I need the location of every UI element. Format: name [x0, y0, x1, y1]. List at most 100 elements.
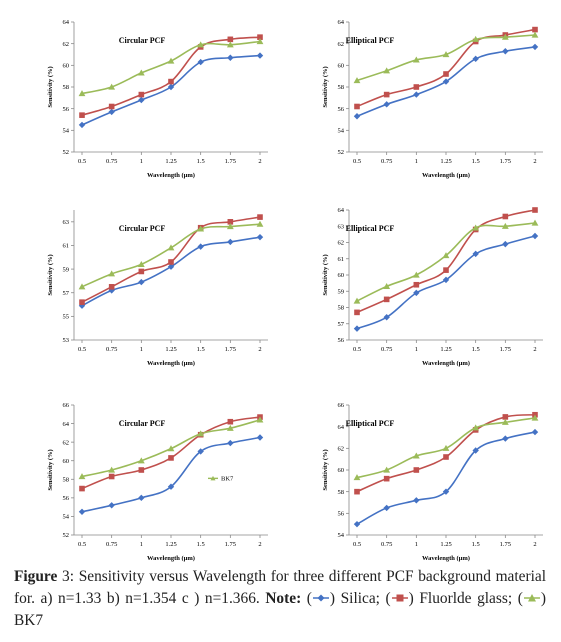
y-tick-label: 54 [63, 128, 70, 135]
y-tick-label: 60 [338, 272, 345, 279]
x-tick-label: 1.75 [225, 158, 236, 165]
data-point-fluoride [138, 467, 145, 473]
data-point-bk7 [531, 219, 539, 226]
data-point-fluoride [108, 473, 115, 480]
data-point-silica [383, 101, 390, 108]
note-label: Note: [265, 590, 302, 607]
data-point-silica [167, 83, 175, 91]
y-tick-label: 62 [63, 41, 70, 48]
data-point-bk7 [501, 418, 509, 425]
paren-open-fluoride: ( [385, 590, 391, 607]
x-tick-label: 1.75 [500, 541, 511, 548]
data-point-fluoride [138, 91, 145, 98]
y-tick-label: 55 [63, 314, 70, 321]
x-tick-label: 1.75 [225, 346, 236, 353]
data-point-silica [227, 238, 234, 246]
data-point-fluoride [354, 488, 360, 495]
data-point-silica [531, 43, 539, 51]
data-point-silica [413, 91, 420, 98]
data-point-bk7 [167, 57, 175, 64]
chart-panel-2: 52 54 56 58 60 62 64 0.5 0.75 1 1.25 1.5 1.75 2 Ellipt… [285, 12, 555, 192]
x-tick-label: 0.75 [106, 346, 117, 353]
chart-title: Circular PCF [119, 419, 166, 428]
data-point-fluoride [108, 284, 115, 290]
chart-title: Circular PCF [119, 224, 166, 233]
x-tick-label: 0.75 [381, 541, 392, 548]
y-tick-label: 60 [338, 467, 345, 474]
data-point-silica [442, 276, 450, 284]
data-point-bk7 [383, 282, 391, 289]
legend-fragment-marker [210, 475, 216, 481]
chart-svg: 52 54 56 58 60 62 64 0.5 0.75 1 1.25 1.5 1.75 2 Ellipt… [322, 19, 543, 179]
x-tick-label: 0.5 [353, 541, 361, 548]
data-point-fluoride [108, 103, 115, 110]
data-point-silica [167, 483, 175, 490]
y-tick-label: 52 [63, 532, 70, 539]
chart-svg: 52 54 56 58 60 62 64 0.5 0.75 1 1.25 1.5 1.75 2 Circul… [47, 19, 268, 179]
chart-title: Circular PCF [119, 36, 166, 45]
data-point-bk7 [197, 225, 205, 232]
data-point-silica [502, 435, 509, 442]
paren-close-silica: ) [329, 590, 336, 607]
x-tick-label: 0.75 [106, 158, 117, 165]
chart-panel-1: 52 54 56 58 60 62 64 0.5 0.75 1 1.25 1.5 1.75 2 Circul… [10, 12, 280, 192]
data-point-silica [256, 434, 264, 441]
y-tick-label: 53 [63, 337, 70, 344]
x-tick-label: 1.75 [500, 346, 511, 353]
y-tick-label: 66 [63, 402, 70, 409]
y-tick-label: 64 [63, 19, 70, 26]
y-tick-label: 56 [63, 106, 70, 113]
data-point-fluoride [257, 34, 263, 40]
data-point-bk7 [353, 297, 361, 304]
data-point-silica [472, 447, 479, 454]
data-point-silica [502, 48, 509, 55]
x-tick-label: 1 [415, 541, 418, 548]
data-point-fluoride [79, 112, 85, 118]
y-tick-label: 63 [63, 219, 70, 226]
data-point-silica [256, 233, 264, 241]
data-point-fluoride [532, 207, 538, 213]
y-tick-label: 63 [338, 223, 345, 230]
data-point-fluoride [168, 455, 174, 461]
chart-panel-4: 56 57 58 59 60 61 62 63 64 0.5 0.75 1 1.25 1.5 1.75 2 El… [285, 200, 555, 380]
series-line-fluoride [81, 36, 261, 116]
y-tick-label: 54 [338, 128, 345, 135]
x-tick-label: 1.5 [197, 346, 205, 353]
data-point-bk7 [256, 38, 264, 45]
data-point-bk7 [226, 223, 234, 230]
data-point-silica [78, 508, 86, 515]
data-point-bk7 [412, 452, 420, 459]
data-point-fluoride [168, 78, 174, 85]
paren-open-bk7: ( [517, 590, 523, 607]
data-point-silica [256, 52, 264, 59]
data-point-silica [472, 55, 479, 63]
data-point-bk7 [442, 51, 450, 58]
x-tick-label: 1.25 [165, 346, 176, 353]
x-tick-label: 0.75 [381, 158, 392, 165]
y-tick-label: 58 [63, 84, 70, 91]
y-tick-label: 62 [63, 439, 70, 446]
data-point-bk7 [256, 220, 264, 227]
data-point-silica [167, 263, 175, 270]
data-point-bk7 [137, 69, 145, 76]
legend-fragment-label: BK7 [221, 475, 234, 482]
chart-panel-6: 54 56 58 60 62 64 66 0.5 0.75 1 1.25 1.5 1.75 2 Ellipt… [285, 395, 555, 575]
x-tick-label: 1.5 [472, 346, 480, 353]
data-point-silica [353, 520, 361, 528]
data-point-bk7 [412, 271, 420, 278]
data-point-bk7 [442, 444, 450, 451]
x-tick-label: 1 [140, 158, 143, 165]
data-point-silica [197, 243, 204, 250]
chart-svg: 56 57 58 59 60 61 62 63 64 0.5 0.75 1 1.25 1.5 1.75 2 El… [322, 207, 543, 367]
data-point-bk7 [472, 224, 480, 231]
y-tick-label: 59 [63, 266, 70, 273]
data-point-bk7 [442, 252, 450, 259]
paren-close-fluoride: ) [408, 590, 414, 607]
x-tick-label: 1.25 [165, 541, 176, 548]
caption-text: Sensitivity versus Wavelength for three … [14, 568, 546, 607]
y-tick-label: 66 [338, 402, 345, 409]
y-tick-label: 64 [338, 19, 345, 26]
data-point-bk7 [78, 283, 86, 290]
y-tick-label: 56 [63, 495, 70, 502]
data-point-fluoride [257, 214, 263, 220]
